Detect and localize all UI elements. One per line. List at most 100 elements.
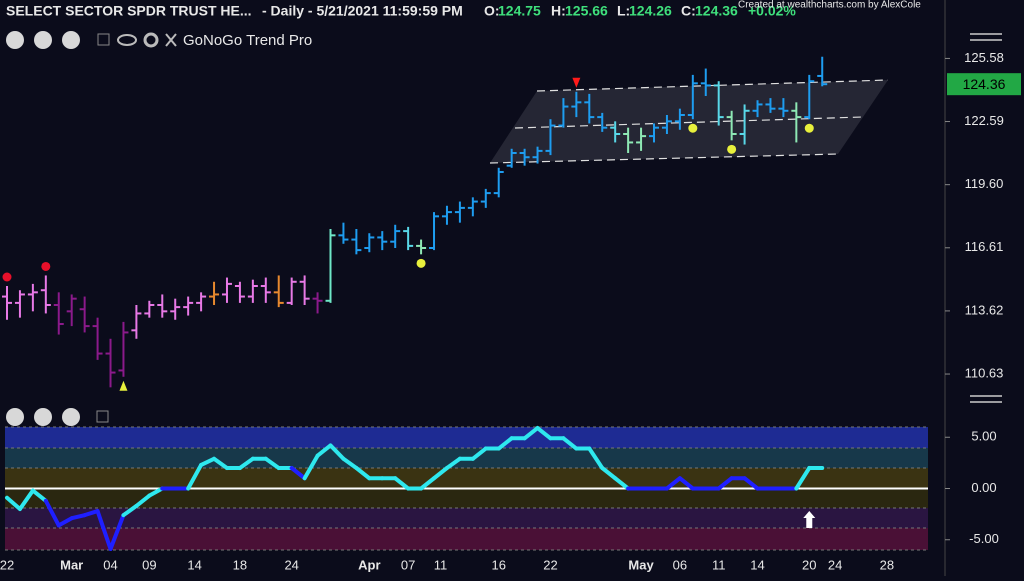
- x-tick-label: 07: [401, 557, 415, 572]
- oscillator-segment: [95, 509, 113, 551]
- oscillator-segment: [69, 513, 87, 521]
- channel-line: [514, 116, 863, 129]
- oscillator-segment: [237, 456, 255, 470]
- low-value: 124.26: [629, 3, 672, 19]
- oscillator-segment: [43, 498, 61, 528]
- signal: [41, 261, 51, 271]
- open-label: O:: [484, 3, 500, 19]
- oscillator-segment: [587, 446, 605, 470]
- title: SELECT SECTOR SPDR TRUST HE...: [6, 3, 252, 19]
- oscillator-segment: [108, 513, 126, 551]
- oscillator-segment: [794, 466, 812, 491]
- x-tick-label: 22: [0, 557, 14, 572]
- band: [5, 528, 928, 550]
- signal: [2, 272, 12, 282]
- button[interactable]: [34, 408, 52, 426]
- high-value: 125.66: [565, 3, 608, 19]
- oscillator-segment: [613, 476, 631, 491]
- x-tick-label: 24: [284, 557, 298, 572]
- x-tick-label: 20: [802, 557, 816, 572]
- close-value: 124.36: [695, 3, 738, 19]
- oscillator-segment: [354, 466, 372, 481]
- x-tick-label: 11: [434, 557, 448, 572]
- button[interactable]: [96, 410, 109, 423]
- x-tick-label: 24: [828, 557, 842, 572]
- signal: [803, 511, 816, 528]
- signal: [572, 77, 581, 88]
- band: [5, 488, 928, 508]
- x-tick-label: 09: [142, 557, 156, 572]
- button[interactable]: [62, 31, 80, 49]
- band: [5, 508, 928, 528]
- y-tick-label: 125.58: [964, 50, 1004, 65]
- signal: [119, 380, 128, 391]
- oscillator-segment: [289, 466, 307, 481]
- channel-line: [489, 153, 839, 164]
- y-tick-label: 110.63: [965, 365, 1004, 380]
- high-label: H:: [551, 3, 566, 19]
- button[interactable]: [117, 34, 137, 46]
- y-tick-label: 122.59: [964, 113, 1004, 128]
- oscillator-segment: [56, 516, 74, 528]
- button[interactable]: [62, 408, 80, 426]
- x-tick-label: 18: [233, 557, 247, 572]
- oscillator-segment: [561, 436, 579, 451]
- price-tag-label: 124.36: [963, 76, 1006, 92]
- x-tick-label: 22: [543, 557, 557, 572]
- x-tick-label: 11: [712, 557, 726, 572]
- close-label: C:: [681, 3, 696, 19]
- oscillator-segment: [535, 426, 553, 441]
- change-value: +0.02%: [748, 3, 796, 19]
- y-tick-label: 0.00: [971, 480, 996, 495]
- toolbar: [6, 31, 1002, 426]
- signal: [688, 123, 698, 133]
- button[interactable]: [165, 33, 177, 47]
- oscillator-segment: [121, 503, 139, 518]
- x-tick-label: May: [628, 557, 654, 572]
- oscillator-segment: [199, 456, 217, 467]
- x-tick-label: 14: [750, 557, 764, 572]
- signal: [416, 258, 426, 268]
- y-tick-label: 116.61: [965, 239, 1004, 254]
- oscillator-segment: [30, 488, 48, 503]
- oscillator-segment: [432, 466, 449, 481]
- oscillator-segment: [147, 486, 165, 498]
- y-tick-label: 5.00: [971, 429, 996, 444]
- oscillator-segment: [677, 476, 695, 491]
- band: [5, 427, 928, 448]
- x-tick-label: Mar: [60, 557, 83, 572]
- signal: [804, 123, 814, 133]
- oscillator-segment: [328, 443, 346, 461]
- button[interactable]: [143, 32, 159, 48]
- channel-line: [536, 79, 889, 92]
- y-tick-label: 113.62: [965, 302, 1004, 317]
- oscillator-segment: [444, 456, 462, 470]
- button[interactable]: [97, 33, 110, 46]
- x-tick-label: 14: [187, 557, 201, 572]
- oscillator-segment: [664, 476, 682, 491]
- x-tick-label: 16: [491, 557, 505, 572]
- oscillator-segment: [82, 509, 100, 518]
- oscillator-segment: [186, 462, 204, 491]
- low-label: L:: [617, 3, 630, 19]
- oscillator-segment: [302, 453, 320, 481]
- oscillator-segment: [134, 493, 152, 508]
- open-value: 124.75: [498, 3, 541, 19]
- credit: Created at wealthcharts.com by AlexCole: [738, 0, 921, 11]
- oscillator-segment: [470, 446, 488, 461]
- oscillator-bands: [5, 426, 928, 551]
- oscillator-segment: [393, 476, 411, 491]
- signal: [727, 144, 737, 154]
- oscillator-segment: [522, 426, 540, 441]
- x-tick-label: 04: [103, 557, 117, 572]
- button[interactable]: [6, 31, 24, 49]
- price-tag: [947, 73, 1021, 96]
- button[interactable]: [34, 31, 52, 49]
- oscillator-segment: [5, 495, 22, 511]
- oscillator-segment: [742, 476, 760, 491]
- oscillator-segment: [263, 456, 281, 470]
- band: [5, 468, 928, 488]
- button[interactable]: [6, 408, 24, 426]
- oscillator-segment: [600, 466, 618, 481]
